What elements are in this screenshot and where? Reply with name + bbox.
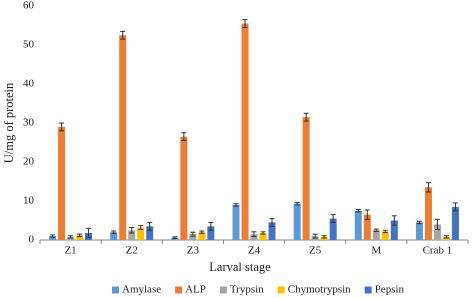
- error-bar: [77, 233, 83, 237]
- bar: [128, 230, 136, 240]
- bar: [146, 226, 154, 240]
- error-bar: [443, 235, 449, 239]
- bar: [49, 236, 57, 240]
- bar: [189, 234, 197, 240]
- legend-swatch: [219, 286, 227, 294]
- error-bar: [312, 233, 318, 239]
- y-tick-label: 0: [29, 234, 35, 246]
- error-bar: [330, 214, 336, 223]
- error-bar: [68, 235, 74, 239]
- y-tick-label: 50: [23, 39, 35, 51]
- error-bar: [59, 122, 65, 132]
- error-bar: [391, 215, 397, 226]
- error-bar: [190, 231, 196, 237]
- error-bar: [208, 221, 214, 231]
- error-bar: [147, 221, 153, 231]
- x-tick-label: Z3: [187, 245, 200, 257]
- error-bar: [355, 209, 361, 213]
- bar: [241, 23, 249, 240]
- bar: [268, 222, 276, 240]
- y-tick-label: 20: [23, 156, 35, 168]
- y-axis-title: U/mg of protein: [2, 82, 16, 163]
- bar: [180, 136, 188, 240]
- x-tick-label: Z1: [64, 245, 76, 257]
- bar: [76, 235, 84, 240]
- legend-label: Pepsin: [375, 284, 405, 296]
- x-tick-label: Z2: [126, 245, 138, 257]
- error-bar: [452, 202, 458, 212]
- bar: [119, 35, 127, 240]
- error-bar: [303, 112, 309, 122]
- error-bar: [294, 202, 300, 206]
- error-bar: [172, 236, 178, 239]
- bar: [424, 187, 432, 240]
- y-tick-label: 30: [23, 117, 35, 129]
- error-bar: [138, 225, 144, 230]
- bar: [354, 210, 362, 240]
- error-bar: [251, 231, 257, 237]
- x-axis-title: Larval stage: [209, 260, 271, 274]
- error-bar: [181, 132, 187, 142]
- bar: [363, 214, 371, 240]
- bar: [329, 218, 337, 240]
- error-bar: [321, 235, 327, 239]
- bar: [372, 230, 380, 240]
- error-bar: [86, 227, 92, 239]
- bar: [207, 226, 215, 240]
- legend-label: Amylase: [122, 284, 161, 296]
- bar: [390, 220, 398, 240]
- bar: [58, 126, 66, 240]
- error-bar: [129, 227, 135, 234]
- bar: [250, 234, 258, 240]
- error-bar: [242, 19, 248, 28]
- legend: Amylase ALP Trypsin Chymotrypsin Pepsin: [112, 284, 405, 296]
- error-bar: [111, 230, 117, 234]
- bar: [451, 206, 459, 240]
- legend-label: ALP: [185, 284, 206, 296]
- bar: [415, 222, 423, 240]
- error-bar: [199, 230, 205, 234]
- bar: [293, 203, 301, 240]
- error-bar: [382, 229, 388, 234]
- legend-label: Chymotrypsin: [288, 284, 351, 296]
- x-tick-label: M: [371, 245, 381, 257]
- bar: [232, 204, 240, 240]
- x-tick-label: Crab 1: [423, 245, 453, 257]
- error-bar: [269, 218, 275, 227]
- error-bar: [425, 182, 431, 193]
- error-bar: [120, 30, 126, 40]
- legend-swatch: [112, 286, 119, 294]
- bar: [110, 232, 118, 240]
- y-tick-label: 60: [23, 0, 35, 12]
- bar: [302, 117, 310, 240]
- error-bar: [416, 220, 422, 225]
- error-bar: [260, 231, 266, 235]
- bar: [198, 232, 206, 240]
- bar: [137, 227, 145, 240]
- legend-swatch: [364, 286, 372, 294]
- error-bar: [434, 218, 440, 230]
- bar: [259, 232, 267, 240]
- x-tick-label: Z5: [309, 245, 322, 257]
- error-bar: [373, 228, 379, 232]
- x-tick-label: Z4: [248, 245, 261, 257]
- error-bar: [50, 234, 56, 238]
- error-bar: [364, 209, 370, 220]
- y-tick-label: 10: [23, 195, 35, 207]
- legend-swatch: [175, 286, 183, 294]
- bar: [433, 224, 441, 240]
- legend-swatch: [277, 286, 285, 294]
- legend-label: Trypsin: [230, 284, 264, 296]
- error-bar: [233, 203, 239, 207]
- bar: [381, 231, 389, 240]
- y-tick-label: 40: [23, 78, 35, 90]
